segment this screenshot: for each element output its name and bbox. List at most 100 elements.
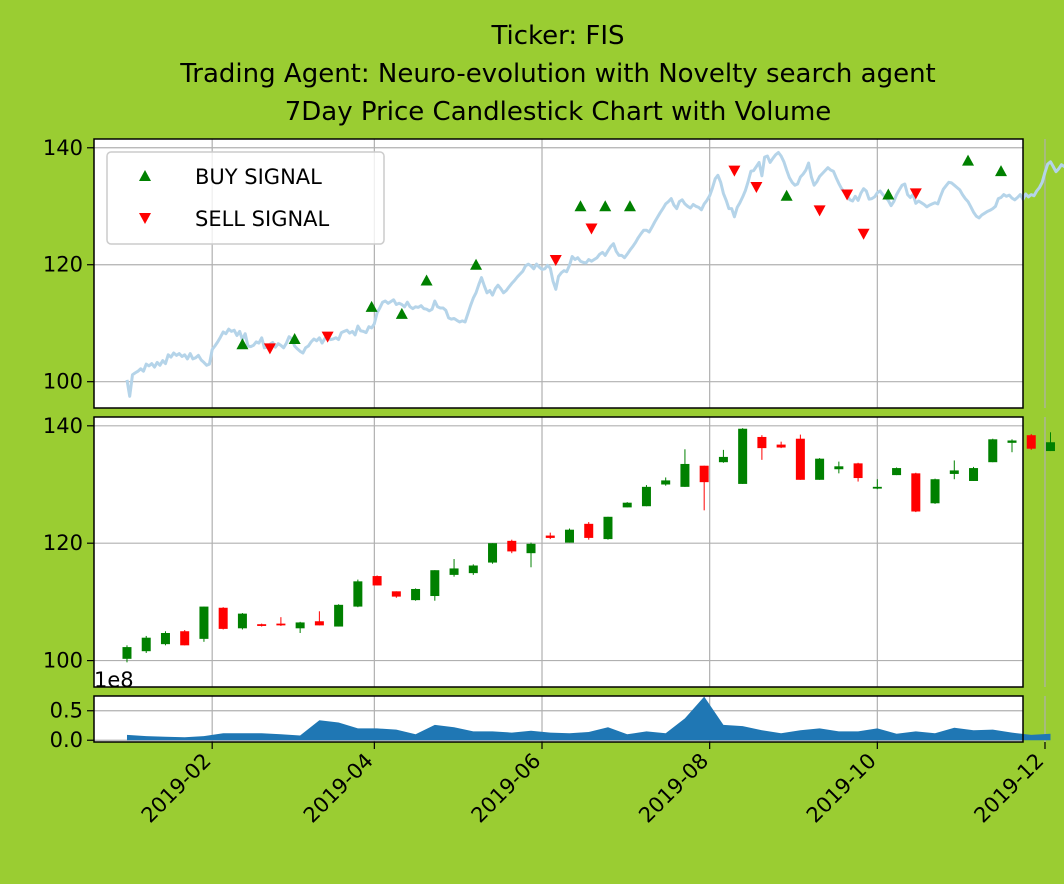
buy-signal-marker — [882, 188, 895, 200]
candle-body — [468, 565, 478, 574]
candle-body — [661, 480, 671, 485]
candle-body — [180, 631, 190, 646]
x-tick-label: 2019-04 — [299, 749, 378, 828]
price-line-panel — [125, 151, 1064, 398]
candle-body — [815, 458, 825, 480]
candle-body — [488, 543, 498, 563]
candle-body — [738, 428, 748, 484]
x-tick-label: 2019-12 — [970, 749, 1049, 828]
candle-body — [680, 463, 690, 487]
candle-body — [776, 444, 786, 448]
candle-body — [160, 633, 170, 645]
legend-box — [106, 151, 385, 245]
candle-body — [834, 466, 844, 470]
x-tick-label: 2019-10 — [802, 749, 881, 828]
legend-buy-marker — [139, 170, 151, 181]
x-tick-label: 2019-02 — [137, 749, 216, 828]
candle-body — [526, 543, 536, 554]
x-tick-label: 2019-06 — [467, 749, 546, 828]
candlestick-panel — [122, 428, 1055, 663]
x-tick-label: 2019-08 — [634, 749, 713, 828]
sell-signal-marker — [909, 188, 922, 200]
candle-body — [545, 535, 555, 538]
candle-body — [334, 604, 344, 627]
candle-body — [411, 588, 421, 601]
candle-body — [449, 568, 459, 575]
price-panel-frame — [93, 138, 1024, 409]
buy-signal-marker — [962, 154, 975, 166]
candle-body — [276, 623, 286, 626]
legend-buy-label: BUY SIGNAL — [195, 165, 322, 189]
candle-body — [949, 470, 959, 474]
candle-body — [141, 637, 151, 652]
candle-body — [257, 624, 267, 626]
candle-body — [1007, 440, 1017, 443]
sell-signal-marker — [321, 331, 334, 343]
buy-signal-marker — [395, 307, 408, 319]
candle-panel-frame — [93, 416, 1024, 688]
buy-signal-marker — [365, 300, 378, 312]
legend-sell-marker — [139, 213, 151, 224]
sell-signal-marker — [841, 189, 854, 201]
sell-signal-marker — [857, 228, 870, 240]
price-panel-y-ticks: 100 120 140 — [43, 136, 94, 394]
candle-body — [699, 465, 709, 483]
buy-signal-marker — [470, 258, 483, 270]
candle-body — [853, 463, 863, 479]
y-tick-label: 100 — [43, 649, 83, 673]
candle-body — [507, 540, 517, 552]
candle-body — [122, 647, 132, 659]
title-line-2: Trading Agent: Neuro-evolution with Nove… — [179, 59, 936, 89]
candle-body — [237, 613, 247, 629]
y-tick-label: 140 — [43, 136, 83, 160]
sell-signal-marker — [549, 255, 562, 267]
candle-body — [622, 502, 632, 508]
candle-body — [430, 570, 440, 597]
volume-panel — [126, 696, 1051, 741]
y-tick-label: 120 — [43, 253, 83, 277]
candle-body — [930, 479, 940, 504]
candle-body — [584, 523, 594, 538]
y-tick-label: 140 — [43, 414, 83, 438]
candle-body — [199, 606, 209, 639]
volume-exponent-label: 1e8 — [94, 668, 134, 692]
chart-title: Ticker: FIS Trading Agent: Neuro-evoluti… — [179, 21, 936, 127]
candle-body — [353, 581, 363, 607]
candle-body — [988, 439, 998, 463]
y-tick-label: 0.5 — [50, 699, 83, 723]
buy-signal-marker — [288, 332, 301, 344]
x-axis-ticks: 2019-02 2019-04 2019-06 2019-08 2019-10 2019-… — [137, 742, 1049, 828]
sell-signal-marker — [263, 343, 276, 355]
candle-body — [969, 468, 979, 481]
y-tick-label: 100 — [43, 370, 83, 394]
sell-signal-marker — [728, 165, 741, 177]
price-panel-grid — [94, 139, 1046, 408]
volume-panel-frame — [93, 695, 1024, 743]
candle-body — [564, 529, 574, 543]
candle-body — [641, 486, 651, 507]
candle-body — [795, 438, 805, 480]
buy-signal-marker — [236, 338, 249, 350]
legend: BUY SIGNAL SELL SIGNAL — [106, 151, 385, 245]
buy-signal-marker — [995, 165, 1008, 177]
sell-signal-marker — [585, 223, 598, 235]
candle-body — [872, 486, 882, 489]
legend-sell-label: SELL SIGNAL — [195, 207, 330, 231]
candle-body — [218, 607, 228, 629]
candle-body — [911, 473, 921, 512]
candle-body — [1045, 442, 1055, 452]
candle-body — [372, 576, 382, 586]
buy-signal-marker — [623, 200, 636, 212]
candle-body — [1026, 435, 1036, 449]
candle-panel-grid — [94, 417, 1046, 687]
volume-area — [126, 696, 1051, 741]
candle-body — [757, 436, 767, 449]
candle-body — [314, 621, 324, 626]
candle-panel-y-ticks: 100 120 140 — [43, 414, 94, 673]
volume-panel-y-ticks: 0.00.5 — [50, 699, 94, 752]
y-tick-label: 0.0 — [50, 728, 83, 752]
sell-signal-marker — [813, 205, 826, 217]
candle-body — [391, 591, 401, 597]
sell-signal-marker — [750, 181, 763, 193]
